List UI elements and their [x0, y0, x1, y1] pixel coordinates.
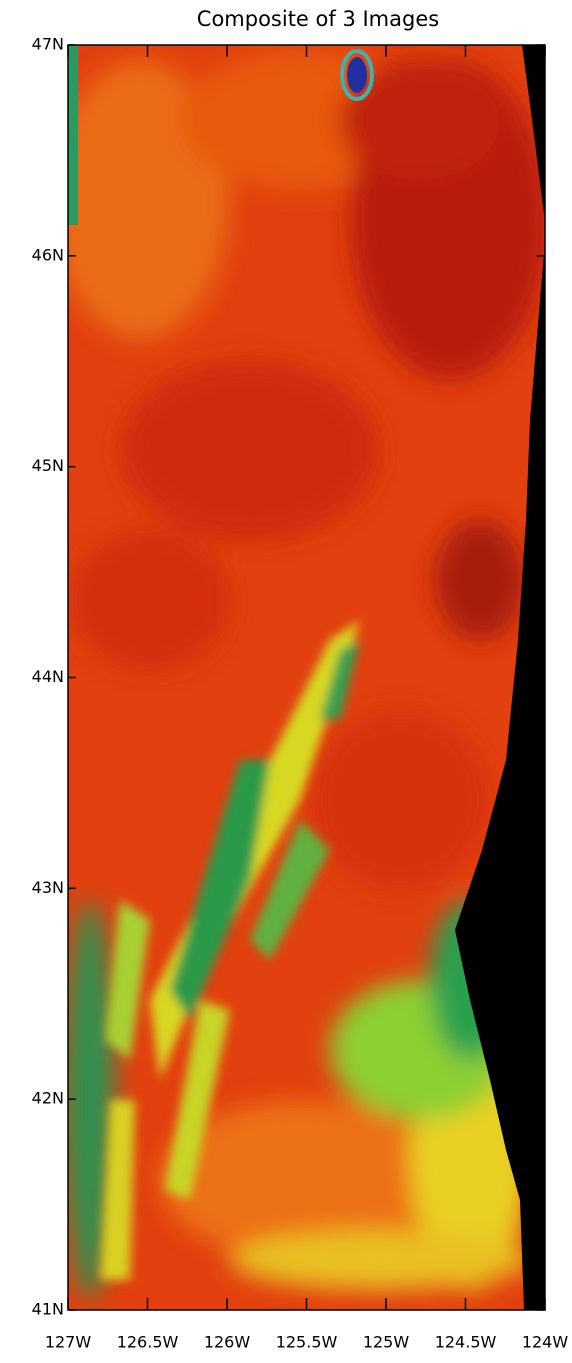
lat-tick-label: 41N [32, 1300, 64, 1319]
map-title: Composite of 3 Images [197, 7, 439, 31]
lat-tick-label: 45N [32, 456, 64, 475]
land [455, 45, 545, 1310]
lat-tick-label: 47N [32, 35, 64, 54]
lon-tick-label: 124.5W [435, 1333, 497, 1352]
lat-tick-label: 46N [32, 245, 64, 264]
lon-tick-label: 124W [522, 1333, 569, 1352]
lon-tick-label: 126.5W [117, 1333, 179, 1352]
lat-tick-label: 43N [32, 878, 64, 897]
lon-tick-label: 125W [363, 1333, 410, 1352]
lat-tick-label: 44N [32, 667, 64, 686]
lon-tick-label: 125.5W [276, 1333, 338, 1352]
cloud-spot [347, 57, 367, 93]
lon-tick-label: 126W [204, 1333, 251, 1352]
sst-image [68, 45, 545, 1310]
lat-tick-label: 42N [32, 1089, 64, 1108]
lon-tick-label: 127W [45, 1333, 92, 1352]
